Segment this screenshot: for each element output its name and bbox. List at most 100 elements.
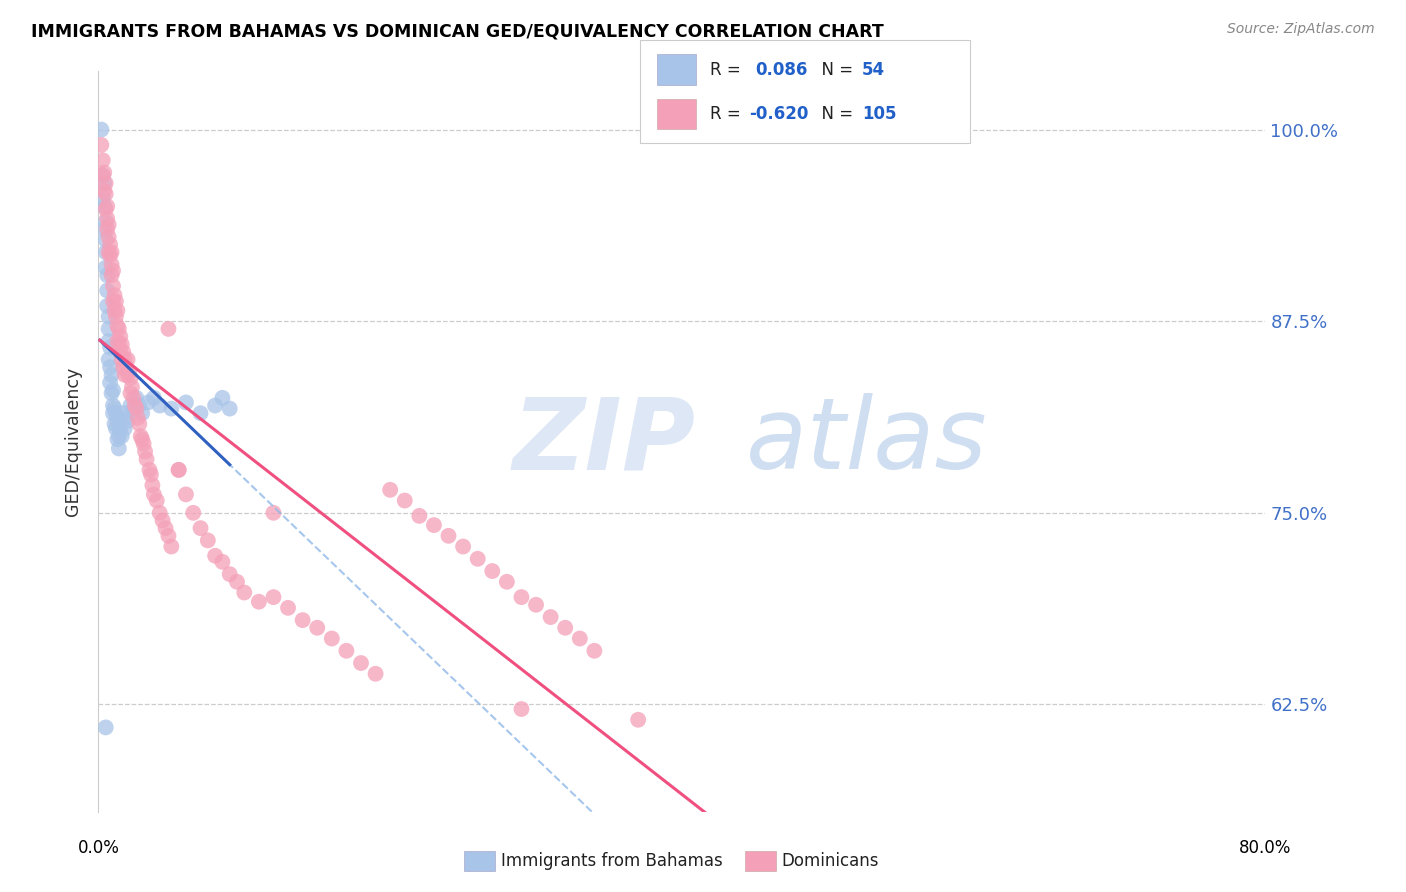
Point [96,299,118,313]
Point [135,452,157,467]
Point [97,352,120,367]
Point [364,666,387,681]
Point [93,222,115,236]
Point [100,386,122,401]
Point [103,288,125,302]
Point [96,284,118,298]
Point [110,421,132,435]
Text: IMMIGRANTS FROM BAHAMAS VS DOMINICAN GED/EQUIVALENCY CORRELATION CHART: IMMIGRANTS FROM BAHAMAS VS DOMINICAN GED… [31,22,884,40]
Point [98,360,121,375]
Point [167,463,190,477]
Point [108,337,131,351]
Point [104,310,127,324]
Point [451,540,474,554]
Point [128,399,150,413]
Point [103,417,125,431]
Point [93,199,115,213]
Point [226,574,249,589]
Point [111,429,134,443]
Point [190,406,212,420]
Point [157,529,180,543]
Point [139,467,162,482]
Point [91,169,114,183]
Point [101,263,124,277]
Point [307,621,329,635]
Point [110,329,132,343]
Point [157,322,180,336]
Point [437,529,460,543]
Point [408,508,430,523]
Point [96,199,118,213]
Point [112,360,135,375]
Point [111,337,134,351]
Text: 0.0%: 0.0% [77,839,120,857]
Point [129,429,152,443]
Point [350,656,373,670]
Point [122,391,145,405]
Point [146,493,169,508]
Point [141,478,163,492]
Point [105,432,128,446]
Text: Source: ZipAtlas.com: Source: ZipAtlas.com [1227,22,1375,37]
Point [103,401,125,416]
Text: atlas: atlas [747,393,988,490]
Point [108,322,131,336]
Point [114,352,136,367]
Point [218,401,240,416]
Point [496,574,519,589]
Point [160,540,183,554]
Point [115,360,138,375]
Point [262,590,284,604]
Point [117,352,139,367]
Text: R =: R = [710,61,751,78]
Point [90,122,112,136]
Text: Immigrants from Bahamas: Immigrants from Bahamas [501,852,723,870]
Point [97,218,120,232]
Point [540,610,562,624]
Point [100,368,122,382]
Point [554,621,576,635]
Y-axis label: GED/Equivalency: GED/Equivalency [65,367,83,516]
Point [142,487,165,501]
Point [97,230,120,244]
Point [467,551,489,566]
Point [149,506,172,520]
Point [423,518,446,533]
Point [211,391,233,405]
Point [262,506,284,520]
Point [104,421,127,435]
Point [291,613,314,627]
Point [97,245,120,260]
Point [131,432,153,446]
Point [94,233,117,247]
Point [190,521,212,535]
Point [131,406,153,420]
Point [132,437,155,451]
Text: Dominicans: Dominicans [782,852,879,870]
Text: 80.0%: 80.0% [1239,839,1292,857]
Point [100,258,122,272]
Point [204,399,226,413]
Point [98,237,121,252]
Point [91,169,114,183]
Point [96,222,118,236]
Point [510,702,533,716]
Point [134,444,156,458]
Point [138,463,160,477]
Point [247,595,270,609]
Point [101,294,124,309]
Point [115,410,138,425]
Point [277,600,299,615]
Point [125,401,148,416]
Point [108,429,131,443]
Point [96,211,118,226]
Point [211,555,233,569]
Point [118,365,141,379]
Point [97,310,120,324]
Point [98,376,121,390]
Point [117,368,139,382]
Point [94,202,117,217]
Text: 0.086: 0.086 [755,61,807,78]
Point [91,192,114,206]
Point [94,245,117,260]
